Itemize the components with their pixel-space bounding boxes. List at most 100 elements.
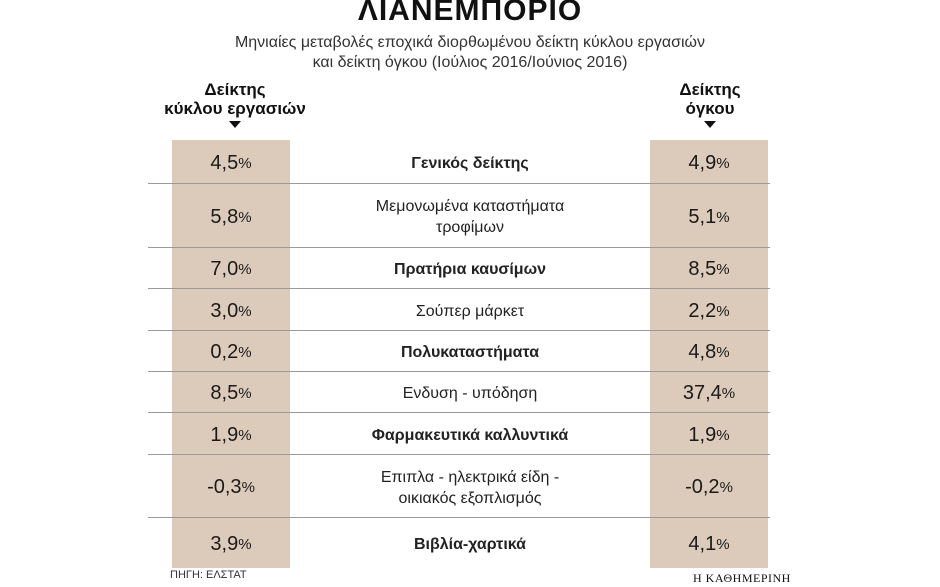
down-arrow-icon [704, 121, 716, 128]
category-line: Μεμονωμένα καταστήματα [375, 198, 565, 215]
category-line: Γενικός δείκτης [411, 154, 529, 172]
row-divider [148, 288, 770, 289]
volume-column-header: Δείκτης όγκου [640, 80, 780, 128]
chart-title: ΛΙΑΝΕΜΠΟΡΙΟ [357, 0, 583, 27]
category-line: Πρατήρια καυσίμων [394, 261, 546, 278]
percent-sign: % [716, 344, 730, 361]
turnover-value: 4,5% [172, 142, 290, 184]
volume-header-line-2: όγκου [685, 99, 735, 118]
category-label: Ενδυση - υπόδηση [300, 374, 640, 413]
publisher-logo: Η ΚΑΘΗΜΕΡΙΝΗ [693, 571, 791, 585]
percent-sign: % [238, 154, 252, 172]
category-line: Σούπερ μάρκετ [415, 302, 525, 320]
volume-number: 8,5 [688, 258, 717, 280]
row-divider [148, 412, 770, 413]
volume-value: 2,2% [650, 291, 768, 331]
turnover-number: 0,2 [210, 341, 239, 363]
volume-number: 37,4 [682, 382, 722, 404]
volume-number: 4,1 [688, 532, 717, 555]
percent-sign: % [238, 208, 252, 226]
turnover-column-band [172, 140, 290, 568]
category-line: τροφίμων [436, 219, 504, 236]
category-line: οικιακός εξοπλισμός [398, 489, 542, 507]
volume-number: -0,2 [685, 476, 720, 498]
category-text: Πρατήρια καυσίμων [394, 259, 546, 280]
category-text: Πολυκαταστήματα [401, 342, 539, 363]
percent-sign: % [238, 535, 252, 553]
volume-value: 37,4% [650, 374, 768, 413]
category-text: Μεμονωμένα καταστήματα τροφίμων [376, 196, 564, 238]
volume-value: 5,1% [650, 186, 768, 248]
source-note: ΠΗΓΗ: ΕΛΣΤΑΤ [170, 569, 247, 581]
turnover-number: 5,8 [210, 205, 239, 228]
category-label: Σούπερ μάρκετ [300, 291, 640, 331]
turnover-value: -0,3% [172, 457, 290, 518]
turnover-header-line-1: Δείκτης [204, 80, 266, 99]
category-line: Φαρμακευτικά καλλυντικά [371, 426, 569, 444]
row-divider [148, 330, 770, 331]
volume-number: 5,1 [688, 205, 717, 228]
turnover-number: 3,9 [210, 532, 239, 555]
percent-sign: % [716, 208, 730, 226]
category-label: Επιπλα - ηλεκτρικά είδη - οικιακός εξοπλι… [300, 457, 640, 518]
category-label: Φαρμακευτικά καλλυντικά [300, 415, 640, 455]
percent-sign: % [716, 426, 730, 444]
category-line: Πολυκαταστήματα [400, 344, 540, 361]
percent-sign: % [238, 261, 252, 278]
subtitle-line-1: Μηνιαίες μεταβολές εποχικά διορθωμένου δ… [234, 34, 706, 51]
turnover-value: 5,8% [172, 186, 290, 248]
down-arrow-icon [229, 121, 241, 128]
volume-value: 4,9% [650, 142, 768, 184]
percent-sign: % [238, 302, 252, 320]
volume-value: 1,9% [650, 415, 768, 455]
category-text: Βιβλία-χαρτικά [414, 534, 526, 555]
volume-value: 4,1% [650, 520, 768, 568]
percent-sign: % [238, 344, 252, 361]
turnover-number: 7,0 [210, 258, 239, 280]
category-text: Επιπλα - ηλεκτρικά είδη - οικιακός εξοπλι… [381, 467, 559, 509]
turnover-value: 7,0% [172, 250, 290, 289]
turnover-value: 1,9% [172, 415, 290, 455]
percent-sign: % [238, 385, 252, 402]
turnover-number: 1,9 [210, 423, 239, 446]
volume-number: 1,9 [688, 423, 717, 446]
turnover-number: -0,3 [207, 476, 242, 498]
percent-sign: % [716, 302, 730, 320]
volume-value: 4,8% [650, 333, 768, 372]
turnover-value: 3,9% [172, 520, 290, 568]
row-divider [148, 371, 770, 372]
volume-header-line-1: Δείκτης [679, 80, 741, 99]
row-divider [148, 183, 770, 184]
turnover-column-header: Δείκτης κύκλου εργασιών [140, 80, 330, 128]
category-line: Ενδυση - υπόδηση [402, 385, 538, 402]
volume-number: 2,2 [688, 299, 717, 322]
percent-sign: % [719, 479, 733, 496]
percent-sign: % [716, 261, 730, 278]
category-text: Γενικός δείκτης [411, 153, 528, 174]
turnover-value: 8,5% [172, 374, 290, 413]
category-label: Βιβλία-χαρτικά [300, 520, 640, 568]
percent-sign: % [241, 479, 255, 496]
volume-value: -0,2% [650, 457, 768, 518]
subtitle-line-2: και δείκτη όγκου (Ιούλιος 2016/Ιούνιος 2… [312, 54, 628, 71]
turnover-number: 8,5 [210, 382, 239, 404]
volume-number: 4,8 [688, 341, 717, 363]
category-line: Επιπλα - ηλεκτρικά είδη - [380, 468, 560, 486]
turnover-header-line-2: κύκλου εργασιών [164, 99, 306, 118]
row-divider [148, 517, 770, 518]
turnover-value: 0,2% [172, 333, 290, 372]
volume-number: 4,9 [688, 151, 717, 174]
turnover-number: 4,5 [210, 151, 239, 174]
category-label: Μεμονωμένα καταστήματα τροφίμων [300, 186, 640, 248]
volume-value: 8,5% [650, 250, 768, 289]
row-divider [148, 454, 770, 455]
turnover-number: 3,0 [210, 299, 239, 322]
category-label: Πρατήρια καυσίμων [300, 250, 640, 289]
chart-subtitle: Μηνιαίες μεταβολές εποχικά διορθωμένου δ… [0, 33, 940, 73]
percent-sign: % [716, 154, 730, 172]
percent-sign: % [716, 535, 730, 553]
volume-column-band [650, 140, 768, 568]
category-line: Βιβλία-χαρτικά [413, 535, 526, 553]
category-label: Γενικός δείκτης [300, 142, 640, 184]
row-divider [148, 247, 770, 248]
